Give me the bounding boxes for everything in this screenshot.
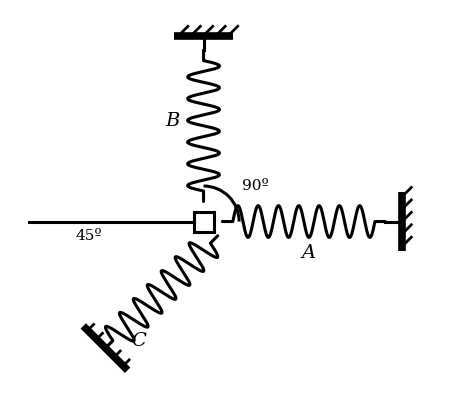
Text: C: C — [131, 331, 146, 350]
Text: 45º: 45º — [75, 229, 102, 243]
Text: A: A — [301, 244, 315, 262]
Text: 90º: 90º — [242, 179, 269, 193]
Text: B: B — [165, 112, 179, 130]
Bar — [193, 212, 214, 232]
